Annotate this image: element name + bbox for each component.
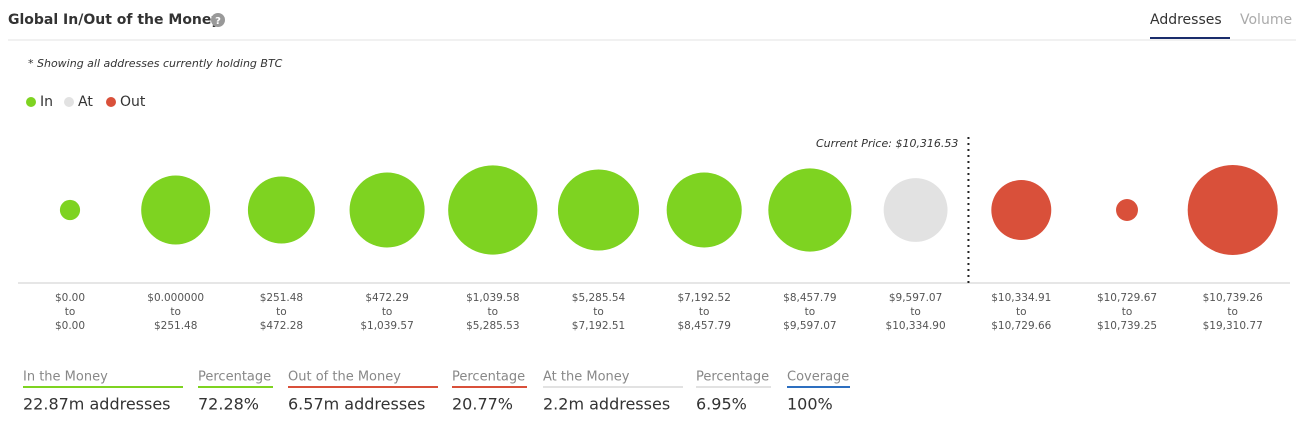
summary-label: Percentage [696, 370, 769, 385]
range-joiner: to [276, 306, 287, 318]
summary-label: In the Money [23, 370, 108, 385]
summary-value: 6.57m addresses [288, 395, 425, 414]
summary-value: 72.28% [198, 395, 259, 414]
range-joiner: to [382, 306, 393, 318]
range-to: $0.00 [55, 320, 85, 332]
bubble[interactable] [247, 176, 315, 244]
range-joiner: to [910, 306, 921, 318]
range-to: $9,597.07 [783, 320, 836, 332]
range-to: $19,310.77 [1203, 320, 1263, 332]
range-from: $8,457.79 [783, 292, 836, 304]
range-to: $10,334.90 [886, 320, 946, 332]
summary-label: Out of the Money [288, 370, 401, 385]
range-joiner: to [805, 306, 816, 318]
range-joiner: to [1227, 306, 1238, 318]
range-to: $472.28 [260, 320, 303, 332]
help-icon[interactable] [211, 13, 225, 27]
range-to: $7,192.51 [572, 320, 625, 332]
bubble[interactable] [557, 169, 640, 251]
range-to: $8,457.79 [677, 320, 730, 332]
range-from: $10,739.26 [1203, 292, 1263, 304]
range-joiner: to [699, 306, 710, 318]
range-joiner: to [65, 306, 76, 318]
range-to: $10,739.25 [1097, 320, 1157, 332]
tab[interactable]: Volume [1240, 12, 1292, 28]
range-from: $0.00 [55, 292, 85, 304]
help-icon-glyph: ? [215, 16, 221, 27]
legend-swatch [64, 97, 74, 107]
summary-value: 22.87m addresses [23, 395, 171, 414]
range-from: $5,285.54 [572, 292, 626, 304]
bubble[interactable] [768, 168, 852, 252]
bubble[interactable] [991, 180, 1052, 240]
range-from: $10,334.91 [991, 292, 1051, 304]
range-from: $1,039.58 [466, 292, 519, 304]
note: * Showing all addresses currently holdin… [28, 57, 283, 70]
range-from: $251.48 [260, 292, 303, 304]
summary-value: 100% [787, 395, 833, 414]
range-to: $10,729.66 [991, 320, 1051, 332]
range-joiner: to [488, 306, 499, 318]
range-joiner: to [1016, 306, 1027, 318]
range-to: $251.48 [154, 320, 197, 332]
current-price-label: Current Price: $10,316.53 [816, 137, 958, 150]
legend-swatch [26, 97, 36, 107]
bubble[interactable] [59, 199, 81, 221]
legend-swatch [106, 97, 116, 107]
range-joiner: to [593, 306, 604, 318]
legend-label[interactable]: Out [120, 94, 146, 110]
range-joiner: to [170, 306, 181, 318]
title: Global In/Out of the Money [8, 12, 221, 28]
summary-value: 2.2m addresses [543, 395, 670, 414]
tab[interactable]: Addresses [1150, 12, 1222, 28]
range-from: $9,597.07 [889, 292, 942, 304]
bubble[interactable] [1187, 165, 1278, 255]
summary-value: 6.95% [696, 395, 747, 414]
range-from: $10,729.67 [1097, 292, 1157, 304]
bubble[interactable] [141, 175, 211, 245]
summary-label: Percentage [452, 370, 525, 385]
bubble[interactable] [666, 172, 742, 248]
range-joiner: to [1122, 306, 1133, 318]
legend-label[interactable]: At [78, 94, 93, 110]
bubble[interactable] [448, 165, 538, 255]
summary-label: Coverage [787, 370, 849, 385]
bubble[interactable] [1116, 199, 1138, 221]
summary-label: At the Money [543, 370, 630, 385]
bubble[interactable] [349, 172, 425, 248]
summary-label: Percentage [198, 370, 271, 385]
range-from: $472.29 [365, 292, 408, 304]
range-to: $1,039.57 [360, 320, 413, 332]
range-to: $5,285.53 [466, 320, 519, 332]
range-from: $0.000000 [147, 292, 204, 304]
range-from: $7,192.52 [677, 292, 730, 304]
summary-value: 20.77% [452, 395, 513, 414]
legend-label[interactable]: In [40, 94, 53, 110]
bubble[interactable] [883, 178, 948, 242]
